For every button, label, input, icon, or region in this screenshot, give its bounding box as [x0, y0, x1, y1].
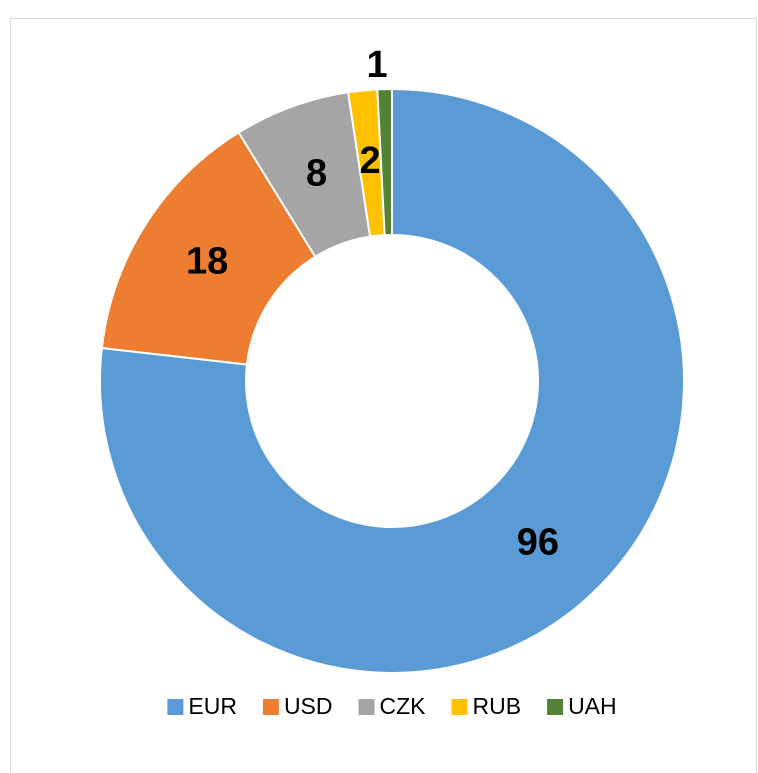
donut-segment [376, 87, 393, 237]
legend-swatch [262, 699, 279, 715]
data-label: 18 [186, 241, 228, 283]
legend-swatch [167, 699, 184, 715]
donut-segment [99, 87, 685, 674]
legend-label: EUR [188, 693, 237, 719]
data-label: 1 [367, 44, 388, 86]
legend-label: CZK [380, 693, 427, 719]
legend-label: UAH [568, 693, 617, 719]
data-label: 96 [517, 521, 559, 563]
legend-label: RUB [473, 693, 522, 719]
legend-swatch [358, 699, 375, 715]
data-label: 2 [359, 140, 380, 182]
data-label: 8 [306, 152, 327, 194]
legend-swatch [547, 699, 564, 715]
legend-swatch [451, 699, 468, 715]
legend-label: USD [284, 693, 333, 719]
donut-segment [100, 131, 317, 366]
legend: EUR USD CZK RUB UAH [167, 693, 617, 719]
